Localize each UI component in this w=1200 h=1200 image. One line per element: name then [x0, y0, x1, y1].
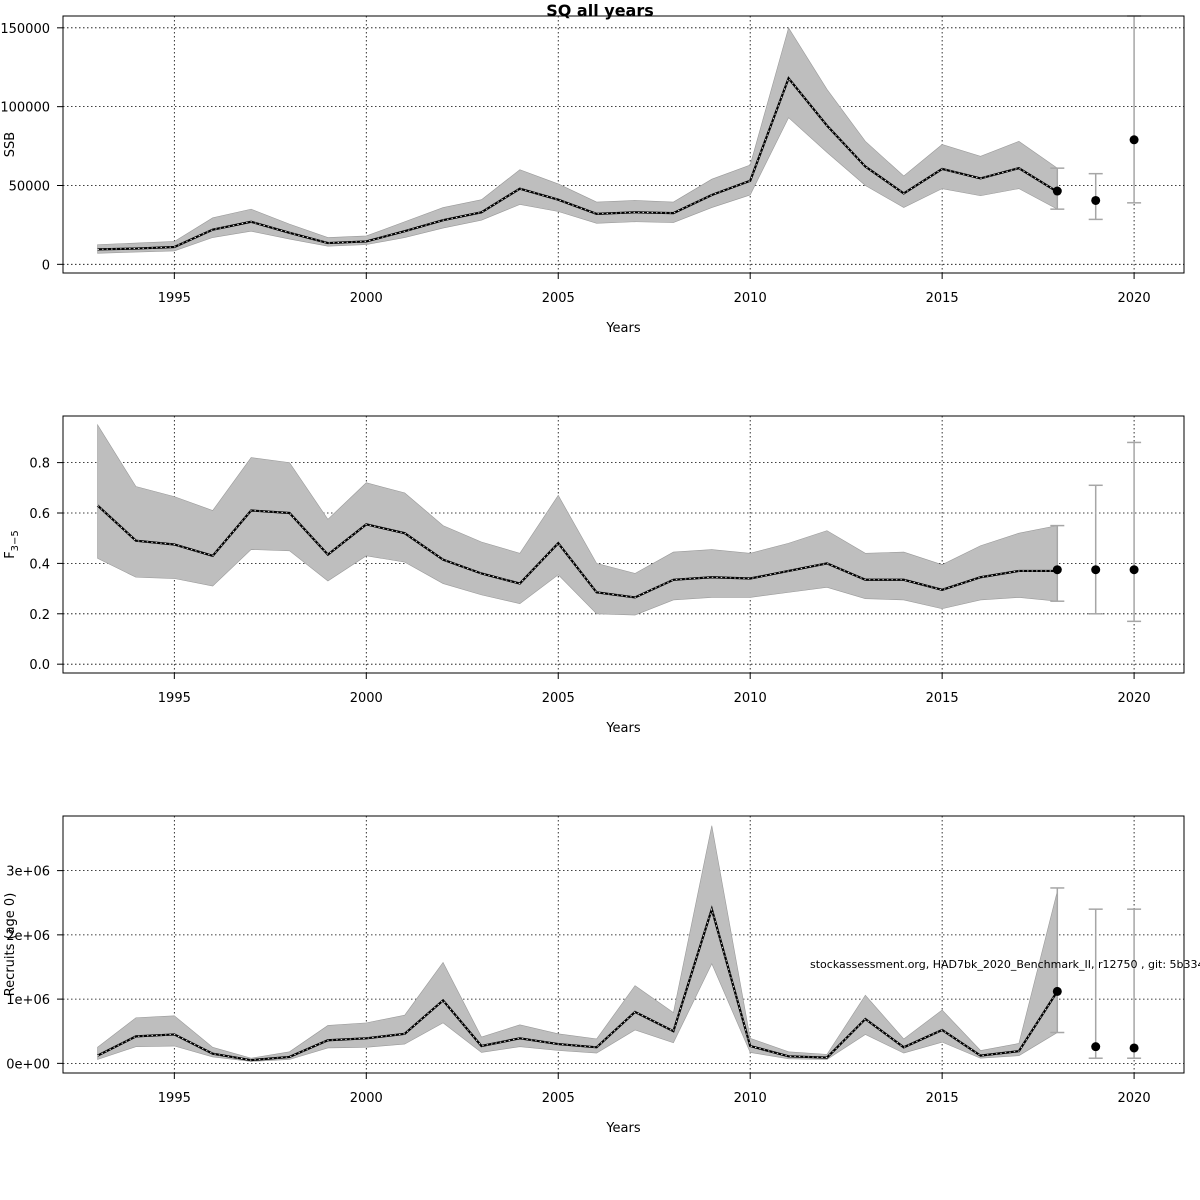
recruits-y-tick-label: 2e+06: [6, 929, 50, 944]
recruits-x-tick-label: 2015: [926, 1091, 959, 1106]
f-forecast-point: [1129, 565, 1139, 575]
f-x-tick-label: 2000: [350, 691, 383, 706]
f-y-tick-label: 0.2: [29, 608, 50, 623]
recruits-x-tick-label: 2010: [734, 1091, 767, 1106]
ssb-line-layer: [97, 76, 1058, 251]
ssb-y-axis-label: SSB: [3, 132, 18, 157]
recruits-line-layer: [97, 905, 1059, 1062]
ssb-x-tick-label: 2000: [350, 291, 383, 306]
f-y-tick-label: 0.4: [29, 557, 50, 572]
f-x-tick-label: 2015: [926, 691, 959, 706]
f-axes: 1995 2000 2005 2010 2015 2020 0.0 0.2 0.4 0.6 0.8: [29, 457, 1150, 706]
recruits-plot-frame: [62, 815, 1185, 1074]
ssb-forecast-point: [1052, 186, 1062, 196]
f-y-axis-label: F3−5: [3, 530, 21, 559]
recruits-y-tick-label: 0e+00: [6, 1057, 50, 1072]
f-line-layer: [96, 504, 1058, 599]
figure-title: SQ all years: [546, 1, 654, 20]
f-forecast-point: [1052, 565, 1062, 575]
ssb-plot-frame: [62, 15, 1185, 274]
recruits-confidence-band: [97, 825, 1058, 1062]
ssb-estimate-line: [97, 76, 1058, 251]
ssb-y-tick-label: 50000: [9, 179, 50, 194]
f-forecast-point: [1091, 565, 1101, 575]
ssb-forecast-point: [1129, 135, 1139, 145]
panel-recruits: 1995 2000 2005 2010 2015 2020 0e+00 1e+06 2e+06 3…: [3, 815, 1185, 1136]
watermark-text: stockassessment.org, HAD7bk_2020_Benchma…: [810, 958, 1200, 971]
f-y-axis-label-sub: 3−5: [10, 530, 21, 551]
f-plot-frame: [62, 415, 1185, 674]
ssb-estimate-line-dash: [97, 77, 1058, 250]
recruits-estimate-line-dash: [97, 907, 1058, 1061]
f-y-axis-label-main: F: [3, 551, 18, 558]
f-estimate-line-dash: [97, 505, 1058, 598]
ssb-axes: 1995 2000 2005 2010 2015 2020 0 50000 100000 1500…: [0, 22, 1150, 306]
ssb-x-tick-label: 2005: [542, 291, 575, 306]
f-band-layer: [97, 423, 1058, 616]
f-y-tick-label: 0.8: [29, 457, 50, 472]
f-y-tick-label: 0.6: [29, 507, 50, 522]
recruits-y-tick-label: 1e+06: [6, 993, 50, 1008]
ssb-band-layer: [97, 27, 1058, 254]
ssb-y-tick-label: 150000: [0, 22, 50, 37]
f-x-tick-label: 2005: [542, 691, 575, 706]
recruits-band-layer: [97, 825, 1058, 1062]
panel-f: 1995 2000 2005 2010 2015 20200.00.20.40.60.8 …: [3, 415, 1185, 736]
recruits-x-tick-label: 1995: [158, 1091, 191, 1106]
ssb-x-tick-label: 2020: [1118, 291, 1151, 306]
f-x-tick-label: 2020: [1118, 691, 1151, 706]
ssb-x-tick-label: 1995: [158, 291, 191, 306]
recruits-y-axis-label: Recruits (age 0): [3, 893, 18, 997]
f-confidence-band: [97, 423, 1058, 616]
ssb-y-tick-label: 100000: [0, 101, 50, 116]
recruits-axes: 1995 2000 2005 2010 2015 2020 0e+00 1e+06 2e+06 3…: [6, 865, 1150, 1106]
panel-ssb: 1995 2000 2005 2010 2015 2020 0 50000 100000 1500…: [0, 15, 1185, 336]
ssb-y-tick-label: 0: [42, 258, 50, 273]
ssb-x-tick-label: 2015: [926, 291, 959, 306]
recruits-x-tick-label: 2020: [1118, 1091, 1151, 1106]
ssb-x-axis-label: Years: [605, 321, 641, 336]
recruits-forecast-layer: [1050, 887, 1142, 1059]
f-x-tick-label: 2010: [734, 691, 767, 706]
f-x-axis-label: Years: [605, 721, 641, 736]
recruits-x-tick-label: 2000: [350, 1091, 383, 1106]
ssb-forecast-layer: [1050, 15, 1142, 221]
f-x-tick-label: 1995: [158, 691, 191, 706]
recruits-y-tick-label: 3e+06: [6, 865, 50, 880]
recruits-forecast-point: [1052, 986, 1062, 996]
ssb-confidence-band: [97, 27, 1058, 254]
recruits-x-tick-label: 2005: [542, 1091, 575, 1106]
recruits-forecast-point: [1129, 1043, 1139, 1053]
ssb-forecast-point: [1091, 195, 1101, 205]
recruits-x-axis-label: Years: [605, 1121, 641, 1136]
recruits-forecast-point: [1091, 1042, 1101, 1052]
ssb-x-tick-label: 2010: [734, 291, 767, 306]
f-forecast-layer: [1050, 441, 1142, 623]
f-y-tick-label: 0.0: [29, 658, 50, 673]
